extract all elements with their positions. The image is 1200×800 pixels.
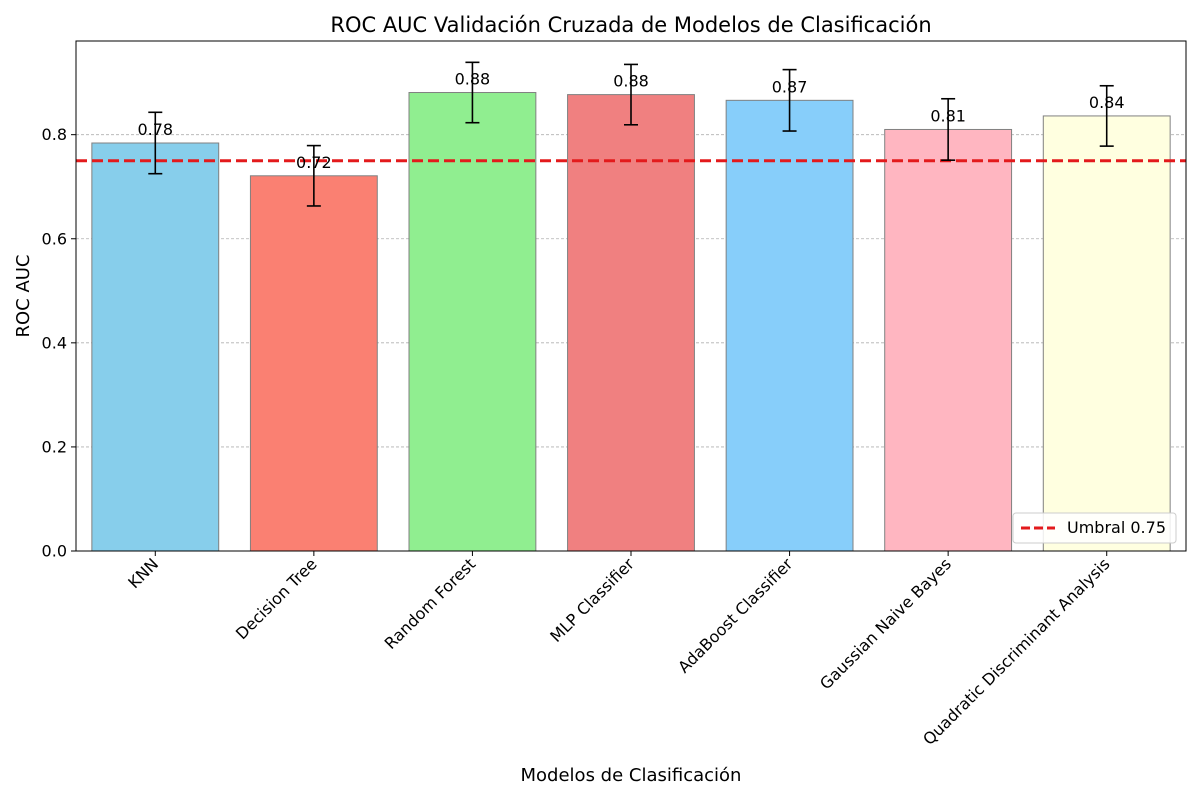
bar (249, 175, 378, 552)
y-tick-label: 0.6 (42, 229, 67, 248)
data-label: 0.87 (772, 77, 808, 96)
x-tick-label: Random Forest (381, 554, 480, 653)
y-axis: 0.0 0.2 0.4 0.6 0.8 (42, 125, 76, 561)
x-tick-label: KNN (124, 554, 162, 592)
y-tick-label: 0.0 (42, 542, 67, 561)
y-tick-label: 0.4 (42, 333, 67, 352)
y-tick-label: 0.2 (42, 437, 67, 456)
x-axis: KNN Decision Tree Random Forest MLP Classif… (124, 551, 1114, 749)
legend-label-threshold: Umbral 0.75 (1067, 518, 1166, 537)
bar (567, 94, 695, 552)
bar (91, 142, 220, 552)
data-label: 0.88 (613, 72, 649, 91)
bar (884, 128, 1013, 552)
x-tick-label: AdaBoost Classifier (674, 554, 797, 677)
legend: Umbral 0.75 (1012, 512, 1177, 544)
x-tick-label: MLP Classifier (546, 554, 638, 646)
x-tick-label: Quadratic Discriminant Analysis (919, 554, 1113, 748)
x-tick-label: Gaussian Naive Bayes (816, 554, 955, 693)
bar (408, 92, 537, 552)
bars (91, 92, 1171, 552)
y-axis-title: ROC AUC (13, 254, 34, 337)
error-bars (148, 61, 1114, 207)
data-label: 0.84 (1089, 93, 1125, 112)
data-label: 0.88 (455, 70, 491, 89)
chart-title: ROC AUC Validación Cruzada de Modelos de… (330, 13, 931, 37)
x-tick-label: Decision Tree (232, 554, 321, 643)
y-tick-label: 0.8 (42, 125, 67, 144)
bar (1042, 115, 1171, 552)
data-label: 0.72 (296, 153, 332, 172)
x-axis-title: Modelos de Clasificación (521, 765, 742, 786)
legend-box (1012, 512, 1177, 544)
bar (725, 99, 854, 552)
data-labels: 0.78 0.72 0.88 0.88 0.87 0.81 0.84 (137, 70, 1124, 172)
data-label: 0.78 (137, 120, 173, 139)
data-label: 0.81 (930, 106, 966, 125)
